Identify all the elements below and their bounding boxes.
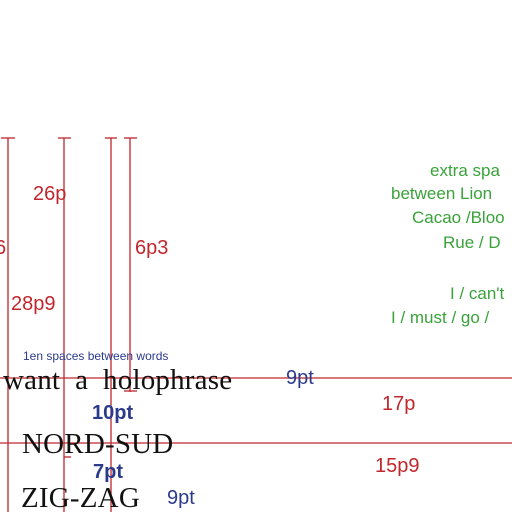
green-note-2: between Lion — [391, 184, 493, 203]
sample-line-zig-zag: ZIG-ZAG — [21, 482, 140, 512]
measure-label-6: 6 — [0, 237, 7, 259]
green-note-6: I / can't — [450, 284, 505, 303]
size-label-7pt: 7pt — [93, 461, 123, 483]
measure-label-17p: 17p — [382, 393, 416, 415]
green-note-4: Rue / D — [443, 233, 501, 252]
measure-label-28p9: 28p9 — [11, 293, 56, 315]
sample-line-holophrase: want a holophrase — [3, 364, 233, 396]
green-note-3: Cacao /Bloo — [412, 208, 505, 227]
spacing-note: 1en spaces between words — [23, 349, 169, 363]
sample-line-nord-sud: NORD-SUD — [22, 428, 174, 460]
size-label-9pt-1: 9pt — [286, 367, 314, 389]
size-label-10pt: 10pt — [92, 402, 134, 424]
measure-label-26p: 26p — [33, 183, 67, 205]
size-label-9pt-2: 9pt — [167, 487, 195, 509]
measure-label-6p3: 6p3 — [135, 237, 169, 259]
measure-label-15p9: 15p9 — [375, 455, 420, 477]
green-note-1: extra spa — [430, 161, 500, 180]
green-note-7: I / must / go / — [391, 308, 490, 327]
